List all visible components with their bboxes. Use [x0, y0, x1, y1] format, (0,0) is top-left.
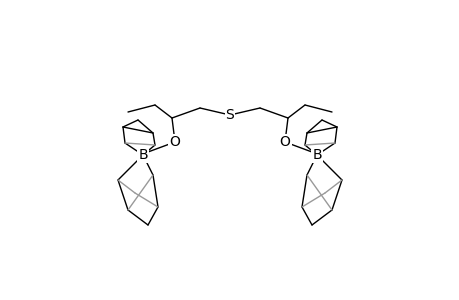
Text: O: O — [279, 135, 290, 149]
Text: S: S — [225, 108, 234, 122]
Text: B: B — [138, 148, 147, 162]
Text: O: O — [169, 135, 180, 149]
Text: B: B — [312, 148, 321, 162]
